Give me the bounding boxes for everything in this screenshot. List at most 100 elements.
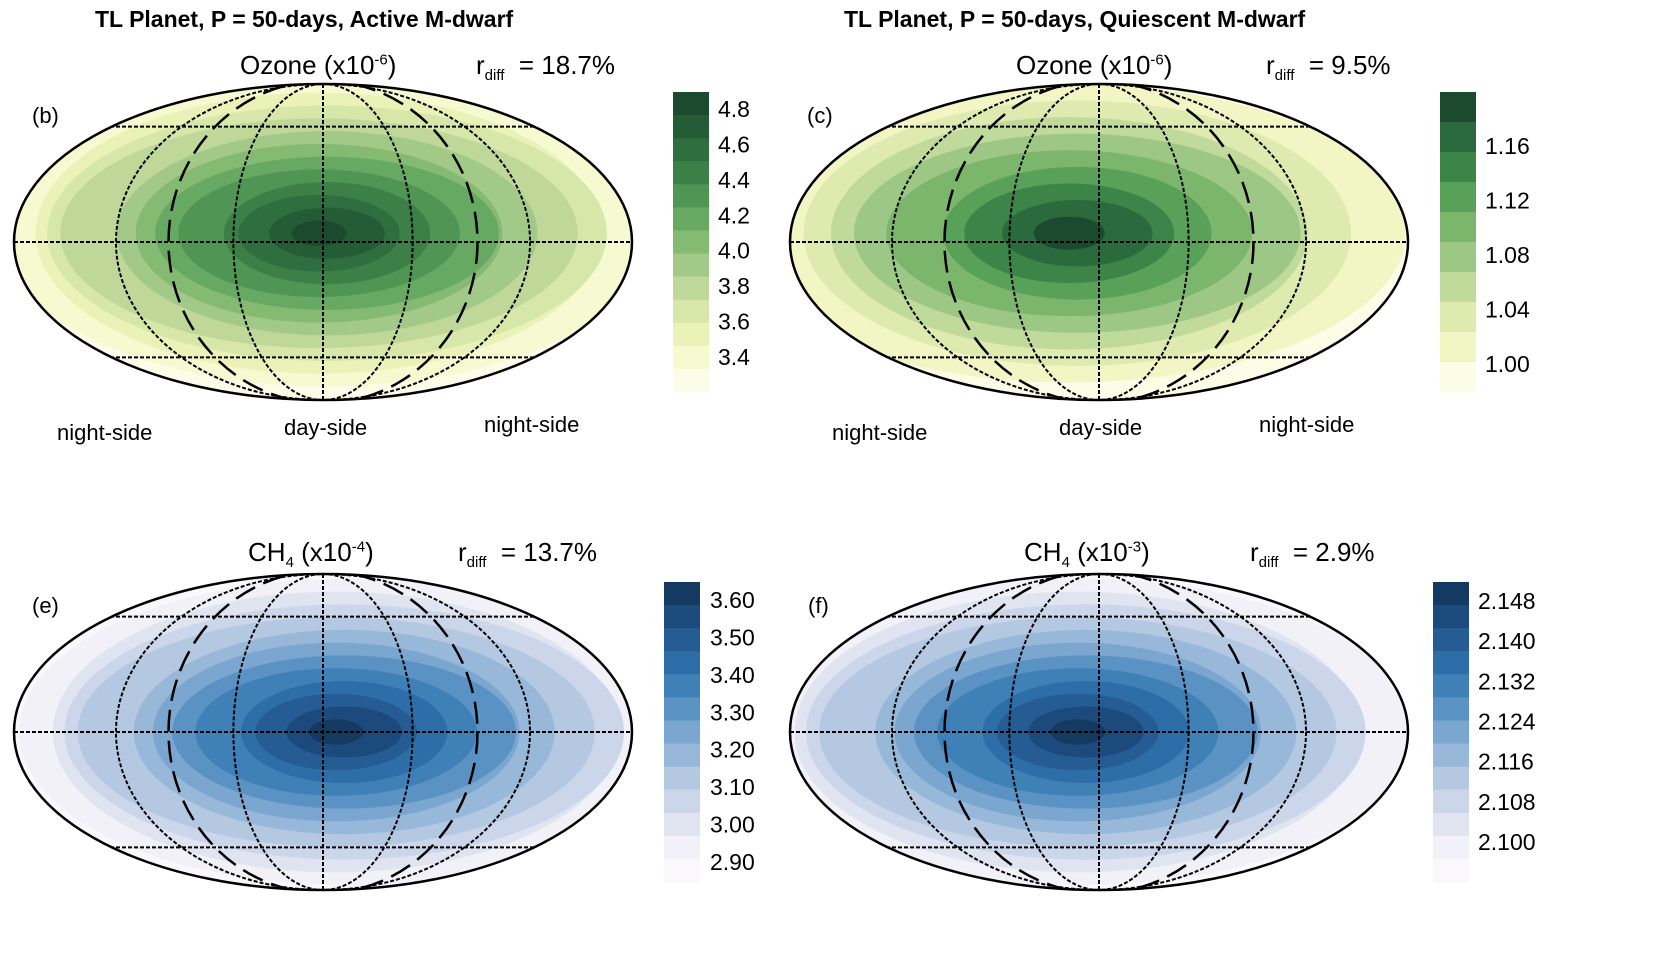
panel-c-title: Ozone (x10-6)	[1016, 50, 1172, 81]
colorbar-swatch	[1440, 302, 1476, 333]
colorbar-tick-label: 3.6	[718, 309, 750, 335]
graticule	[14, 574, 632, 890]
panel-f-rdiff: rdiff = 2.9%	[1250, 537, 1375, 572]
terminator-line	[167, 574, 479, 890]
colorbar-c: 1.16 1.12 1.08 1.04 1.00	[1440, 92, 1530, 393]
colorbar-tick-label: 3.10	[710, 774, 755, 800]
colorbar-swatch	[1433, 789, 1469, 814]
panel-f-species: CH4	[1024, 537, 1070, 572]
panel-e-label: (e)	[32, 593, 59, 618]
panel-b-scale: (x10-6)	[323, 50, 397, 80]
colorbar-tick-label: 2.124	[1478, 709, 1536, 735]
colorbar-swatch	[673, 299, 709, 324]
terminator-line	[943, 84, 1255, 400]
colorbar-swatch	[1433, 743, 1469, 768]
colorbar-swatch	[1433, 835, 1469, 860]
colorbar-tick-label: 4.6	[718, 131, 750, 157]
colorbar-swatch	[1440, 332, 1476, 363]
colorbar-f: 2.148 2.140 2.132 2.124 2.116 2.108 2.100	[1433, 582, 1536, 883]
panel-c-scale: (x10-6)	[1099, 50, 1173, 80]
colorbar-swatch	[664, 789, 700, 814]
meridian-line	[114, 574, 532, 890]
colorbar-swatch	[673, 92, 709, 116]
colorbar-swatch	[1433, 628, 1469, 652]
meridian-line	[1008, 84, 1190, 400]
colorbar-swatch	[673, 276, 709, 301]
colorbar-swatch	[673, 368, 709, 393]
colorbar-swatch	[673, 161, 709, 185]
colorbar-tick-label: 4.0	[718, 238, 750, 264]
colorbar-tick-label: 1.04	[1485, 297, 1530, 323]
graticule	[790, 84, 1408, 400]
map-outline	[12, 572, 634, 892]
colorbar-tick-label: 3.30	[710, 699, 755, 725]
right-night-side-label-1: night-side	[832, 420, 928, 445]
colorbar-swatch	[1440, 212, 1476, 243]
colorbar-swatch	[1433, 651, 1469, 675]
colorbar-tick-label: 4.2	[718, 202, 750, 228]
panel-f-label: (f)	[808, 593, 829, 618]
meridian-line	[890, 84, 1308, 400]
map-outline	[788, 572, 1410, 892]
colorbar-e: 3.60 3.50 3.40 3.30 3.20 3.10 3.00 2.90	[664, 582, 755, 883]
panel-b-title: Ozone (x10-6)	[240, 50, 396, 81]
map-panel-c	[788, 82, 1410, 402]
map-panel-b	[12, 82, 634, 402]
meridian-line	[1008, 574, 1190, 890]
right-night-side-label-2: night-side	[1259, 412, 1355, 437]
panel-e-title: CH4 (x10-4)	[248, 537, 374, 572]
colorbar-swatch	[1433, 766, 1469, 791]
colorbar-swatch	[1433, 674, 1469, 698]
colorbar-swatch	[1440, 122, 1476, 153]
colorbar-tick-label: 3.4	[718, 344, 750, 370]
colorbar-tick-label: 2.148	[1478, 588, 1536, 614]
colorbar-swatch	[1440, 362, 1476, 393]
colorbar-swatch	[1440, 242, 1476, 273]
colorbar-tick-label: 1.16	[1485, 133, 1530, 159]
terminator-line	[167, 84, 479, 400]
colorbar-swatch	[1440, 92, 1476, 123]
colorbar-tick-label: 1.00	[1485, 351, 1530, 377]
colorbar-swatch	[1433, 605, 1469, 629]
colorbar-swatch	[664, 858, 700, 883]
colorbar-swatch	[664, 743, 700, 768]
colorbar-swatch	[1440, 152, 1476, 183]
colorbar-swatch	[664, 766, 700, 791]
colorbar-swatch	[1433, 582, 1469, 606]
colorbar-tick-label: 4.4	[718, 167, 750, 193]
terminator-line	[943, 574, 1255, 890]
colorbar-swatch	[673, 322, 709, 347]
colorbar-tick-label: 1.08	[1485, 242, 1530, 268]
colorbar-swatch	[1440, 182, 1476, 213]
colorbar-tick-label: 4.8	[718, 96, 750, 122]
panel-f-scale: (x10-3)	[1077, 537, 1150, 567]
panel-f-title: CH4 (x10-3)	[1024, 537, 1150, 572]
colorbar-swatch	[664, 605, 700, 629]
colorbar-swatch	[1433, 720, 1469, 745]
left-day-side-label: day-side	[284, 415, 368, 440]
colorbar-tick-label: 2.140	[1478, 628, 1536, 654]
colorbar-swatch	[673, 138, 709, 162]
contour-level-0	[1050, 719, 1106, 745]
colorbar-tick-label: 3.00	[710, 812, 755, 838]
panel-b-species: Ozone	[240, 50, 317, 80]
colorbar-b: 4.8 4.6 4.4 4.2 4.0 3.8 3.6 3.4	[673, 92, 750, 393]
colorbar-swatch	[664, 835, 700, 860]
panel-b-label: (b)	[32, 103, 59, 128]
contour-level-0	[1033, 216, 1105, 250]
right-column-title: TL Planet, P = 50-days, Quiescent M-dwar…	[844, 6, 1306, 32]
left-column-title: TL Planet, P = 50-days, Active M-dwarf	[95, 6, 514, 32]
panel-e-species: CH4	[248, 537, 294, 572]
colorbar-swatch	[664, 651, 700, 675]
colorbar-swatch	[1440, 272, 1476, 303]
map-outline	[12, 82, 634, 402]
colorbar-swatch	[664, 674, 700, 698]
map-panel-e	[12, 572, 634, 892]
colorbar-swatch	[664, 812, 700, 837]
colorbar-tick-label: 2.108	[1478, 789, 1536, 815]
panel-c-label: (c)	[807, 103, 833, 128]
colorbar-swatch	[673, 115, 709, 139]
colorbar-swatch	[1433, 697, 1469, 721]
colorbar-swatch	[664, 720, 700, 745]
panel-b-rdiff: rdiff = 18.7%	[476, 50, 616, 85]
